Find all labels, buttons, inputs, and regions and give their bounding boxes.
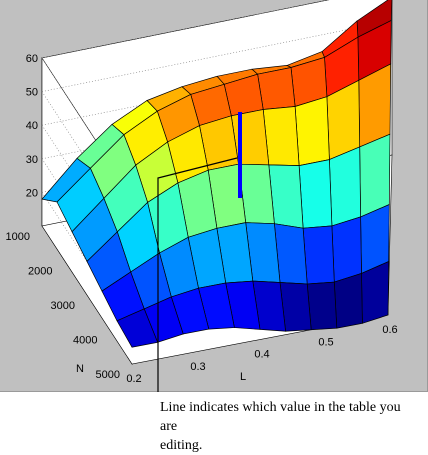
x-tick-label: 0.3 [190,361,205,373]
x-tick-label: 0.2 [126,373,141,385]
edit-marker [157,112,242,392]
y-tick-label: 5000 [96,369,120,381]
surface-patch [333,272,363,329]
surface-patch [302,225,335,285]
z-tick-label: 40 [26,120,38,132]
caption: Line indicates which value in the table … [160,398,410,455]
surface-patch [257,67,296,110]
surface-plot[interactable]: 20 30 40 50 60 1000 2000 3000 4000 5000 0.2 0.3 0.4 0… [0,0,428,392]
surface-patch [298,159,333,229]
surface-patch [359,133,391,218]
surface-patch [262,106,300,166]
z-tick-label: 30 [26,154,38,166]
tick-labels: 20 30 40 50 60 1000 2000 3000 4000 5000 0.2 0.3 0.4 0… [6,53,398,385]
z-tick-label: 20 [26,187,38,199]
figure-window: 20 30 40 50 60 1000 2000 3000 4000 5000 0.2 0.3 0.4 0… [0,0,428,392]
edit-leader-line [157,157,238,392]
y-axis-label: N [76,363,84,375]
surface-patch [294,96,330,167]
surface-patch [331,216,362,283]
surface-mesh [41,0,393,348]
z-grid-line [41,91,133,230]
x-tick-label: 0.6 [382,324,397,336]
surface-patch [329,146,361,227]
z-grid-line [41,57,133,197]
z-tick-label: 60 [26,53,38,65]
x-tick-label: 0.4 [254,349,269,361]
y-tick-label: 3000 [51,300,75,312]
z-grid-line [41,192,133,331]
x-tick-label: 0.5 [318,336,333,348]
y-tick-label: 4000 [73,335,97,347]
z-tick-label: 50 [26,87,38,99]
caption-line-1: Line indicates which value in the table … [160,400,401,434]
z-grid-line [41,125,133,264]
caption-line-2: editing. [160,438,203,453]
x-axis-label: L [240,371,246,383]
y-tick-label: 2000 [28,266,52,278]
y-tick-label: 1000 [6,231,30,243]
z-grid-line [41,20,393,92]
surface-patch [306,281,338,331]
